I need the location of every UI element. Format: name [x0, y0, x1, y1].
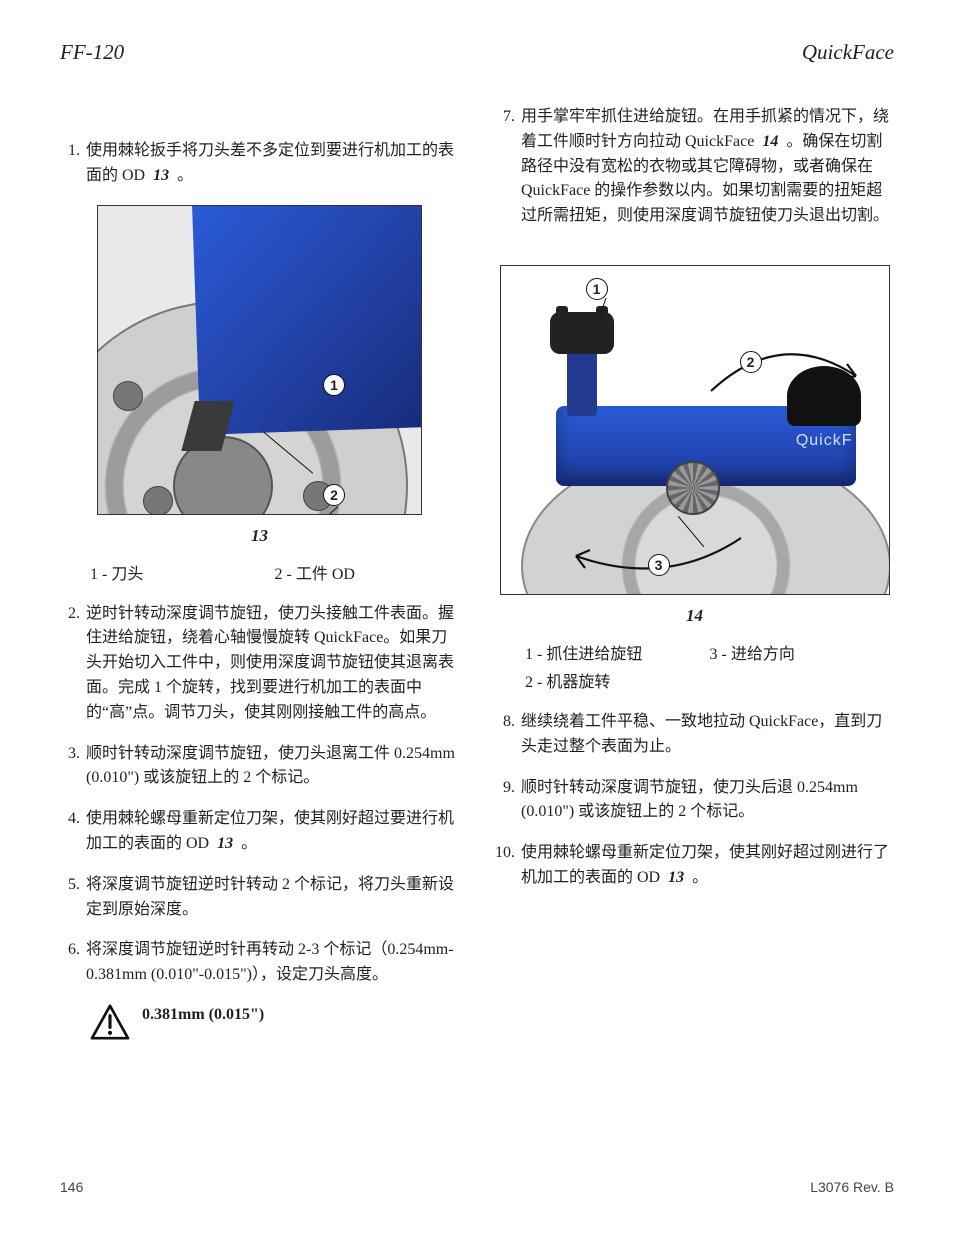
callout-1: 1 [323, 374, 345, 396]
step-text: 顺时针转动深度调节旋钮，使刀头退离工件 0.254mm (0.010") 或该旋… [86, 742, 459, 792]
legend-item: 2 - 工件 OD [275, 560, 460, 584]
fig-ref: 13 [213, 835, 237, 852]
right-column: 7. 用手掌牢牢抓住进给旋钮。在用手抓紧的情况下，绕着工件顺时针方向拉动 Qui… [495, 105, 894, 1040]
fig13-legend: 1 - 刀头 2 - 工件 OD [90, 560, 459, 584]
callout-2: 2 [323, 484, 345, 506]
step-10: 10. 使用棘轮螺母重新定位刀架，使其刚好超过刚进行了机加工的表面的 OD 13… [495, 841, 894, 891]
step-num: 5. [60, 873, 86, 923]
step-num: 7. [495, 105, 521, 229]
step-6: 6. 将深度调节旋钮逆时针再转动 2-3 个标记（0.254mm-0.381mm… [60, 938, 459, 988]
fig-ref: 13 [664, 869, 688, 886]
step-num: 6. [60, 938, 86, 988]
fig-caption: 14 [495, 606, 894, 626]
step-7: 7. 用手掌牢牢抓住进给旋钮。在用手抓紧的情况下，绕着工件顺时针方向拉动 Qui… [495, 105, 894, 229]
step-num: 8. [495, 710, 521, 760]
header-right: QuickFace [802, 40, 894, 65]
callout-2: 2 [740, 351, 762, 373]
step-text: 。 [241, 835, 257, 852]
step-num: 2. [60, 602, 86, 726]
legend-item: 2 - 机器旋转 [525, 668, 710, 692]
warning-row: 0.381mm (0.015") [90, 1004, 459, 1040]
step-text: 将深度调节旋钮逆时针再转动 2-3 个标记（0.254mm-0.381mm (0… [86, 938, 459, 988]
header-left: FF-120 [60, 40, 124, 65]
step-9: 9. 顺时针转动深度调节旋钮，使刀头后退 0.254mm (0.010") 或该… [495, 776, 894, 826]
step-2: 2. 逆时针转动深度调节旋钮，使刀头接触工件表面。握住进给旋钮，绕着心轴慢慢旋转… [60, 602, 459, 726]
warning-icon [90, 1004, 130, 1040]
step-num: 1. [60, 139, 86, 189]
step-text: 将深度调节旋钮逆时针转动 2 个标记，将刀头重新设定到原始深度。 [86, 873, 459, 923]
step-5: 5. 将深度调节旋钮逆时针转动 2 个标记，将刀头重新设定到原始深度。 [60, 873, 459, 923]
figure-13: 1 2 13 [60, 205, 459, 546]
step-num: 10. [495, 841, 521, 891]
legend-item: 3 - 进给方向 [710, 640, 895, 692]
left-column: 1. 使用棘轮扳手将刀头差不多定位到要进行机加工的表面的 OD 13 。 1 2 [60, 105, 459, 1040]
step-text: 逆时针转动深度调节旋钮，使刀头接触工件表面。握住进给旋钮，绕着心轴慢慢旋转 Qu… [86, 602, 459, 726]
callout-3: 3 [648, 554, 670, 576]
step-text: 使用棘轮螺母重新定位刀架，使其刚好超过要进行机加工的表面的 OD [86, 810, 454, 852]
step-4: 4. 使用棘轮螺母重新定位刀架，使其刚好超过要进行机加工的表面的 OD 13 。 [60, 807, 459, 857]
step-text: 。 [177, 167, 193, 184]
step-text: 继续绕着工件平稳、一致地拉动 QuickFace，直到刀头走过整个表面为止。 [521, 710, 894, 760]
legend-item: 1 - 抓住进给旋钮 [525, 640, 710, 664]
step-text: 。 [692, 869, 708, 886]
step-1: 1. 使用棘轮扳手将刀头差不多定位到要进行机加工的表面的 OD 13 。 [60, 139, 459, 189]
legend-item: 1 - 刀头 [90, 560, 275, 584]
footer-page: 146 [60, 1179, 83, 1195]
step-text: 顺时针转动深度调节旋钮，使刀头后退 0.254mm (0.010") 或该旋钮上… [521, 776, 894, 826]
fig-caption: 13 [60, 526, 459, 546]
step-8: 8. 继续绕着工件平稳、一致地拉动 QuickFace，直到刀头走过整个表面为止… [495, 710, 894, 760]
step-text: 使用棘轮扳手将刀头差不多定位到要进行机加工的表面的 OD [86, 142, 454, 184]
step-num: 4. [60, 807, 86, 857]
fig14-legend: 1 - 抓住进给旋钮 2 - 机器旋转 3 - 进给方向 [525, 640, 894, 692]
footer-doc: L3076 Rev. B [810, 1179, 894, 1195]
step-num: 3. [60, 742, 86, 792]
brand-text: QuickF [796, 432, 853, 450]
warning-text: 0.381mm (0.015") [142, 1004, 264, 1024]
step-num: 9. [495, 776, 521, 826]
callout-1: 1 [586, 278, 608, 300]
step-3: 3. 顺时针转动深度调节旋钮，使刀头退离工件 0.254mm (0.010") … [60, 742, 459, 792]
fig-ref: 13 [149, 167, 173, 184]
figure-14: QuickF 1 2 3 14 [495, 265, 894, 626]
fig-ref: 14 [758, 133, 782, 150]
